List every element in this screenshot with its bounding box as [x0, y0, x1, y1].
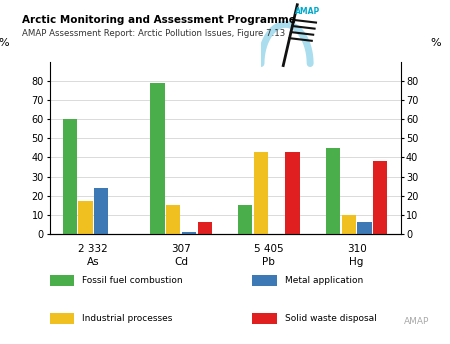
Text: AMAP: AMAP — [295, 7, 320, 16]
Bar — [150, 83, 165, 234]
Bar — [357, 223, 372, 234]
Text: Solid waste disposal: Solid waste disposal — [285, 314, 377, 323]
Bar — [238, 205, 252, 234]
Text: Arctic Monitoring and Assessment Programme: Arctic Monitoring and Assessment Program… — [22, 15, 297, 25]
Bar — [63, 119, 77, 234]
Bar — [285, 152, 300, 234]
Text: %: % — [0, 38, 9, 48]
Text: Industrial processes: Industrial processes — [82, 314, 173, 323]
Bar — [78, 202, 93, 234]
Text: %: % — [430, 38, 441, 48]
Bar — [373, 161, 387, 234]
Bar — [342, 215, 356, 234]
Bar — [166, 205, 180, 234]
Text: Metal application: Metal application — [285, 276, 363, 285]
Text: Fossil fuel combustion: Fossil fuel combustion — [82, 276, 183, 285]
Bar — [198, 223, 212, 234]
Bar — [254, 152, 268, 234]
Bar — [182, 232, 196, 234]
Bar — [94, 188, 108, 234]
Text: AMAP Assessment Report: Arctic Pollution Issues, Figure 7.13: AMAP Assessment Report: Arctic Pollution… — [22, 29, 286, 38]
Text: AMAP: AMAP — [405, 317, 430, 326]
Bar — [326, 148, 340, 234]
